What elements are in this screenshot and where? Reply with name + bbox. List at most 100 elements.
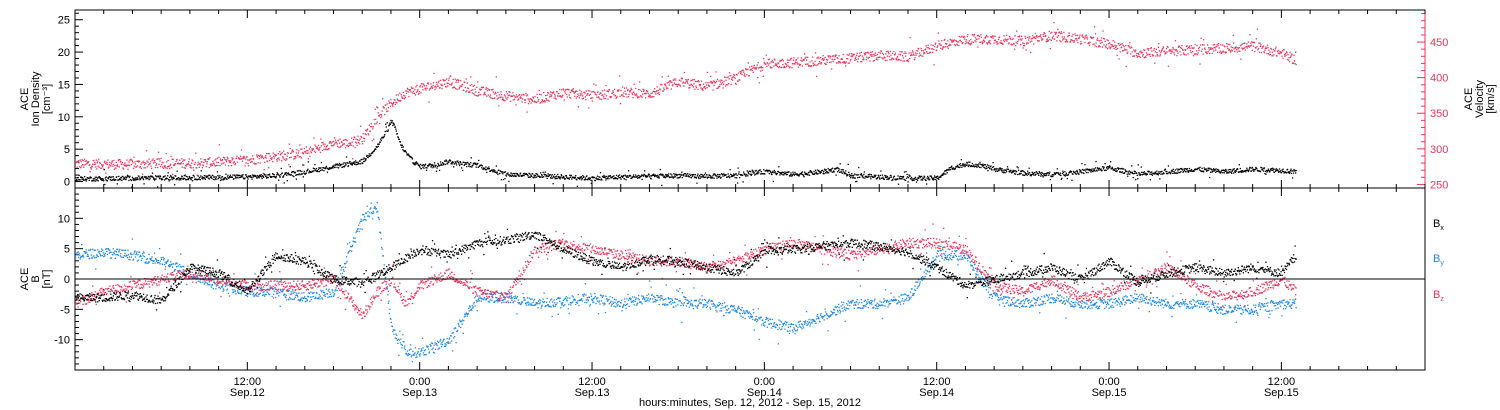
density-series-point — [757, 173, 759, 175]
velocity-tick-label: 400 — [1430, 73, 1448, 85]
velocity-series — [75, 22, 1297, 178]
velocity-series-point — [1266, 44, 1269, 46]
density-series-point — [959, 166, 961, 169]
density-series-point — [469, 166, 471, 168]
density-tick-label: 10 — [58, 112, 70, 124]
velocity-series-point — [119, 161, 121, 163]
density-series-point — [223, 178, 225, 181]
density-series-point — [884, 176, 887, 178]
velocity-series-point — [602, 96, 605, 98]
velocity-series-point — [1121, 46, 1123, 48]
density-series-point — [372, 152, 374, 154]
density-series-point — [1051, 175, 1053, 177]
density-series-point — [768, 173, 770, 175]
velocity-series-point — [479, 89, 481, 91]
density-series-point — [754, 170, 756, 172]
density-tick-label: 15 — [58, 79, 70, 91]
density-series-point — [755, 173, 757, 175]
density-series-point — [109, 179, 111, 181]
density-series-point — [643, 175, 645, 177]
velocity-series-point — [508, 94, 511, 96]
velocity-series-point — [1191, 51, 1194, 53]
density-series-point — [1087, 171, 1089, 174]
velocity-series-point — [255, 163, 257, 165]
velocity-series-point — [274, 153, 276, 155]
velocity-series-point — [495, 76, 497, 78]
density-series-point — [226, 178, 228, 180]
density-series-point — [963, 163, 965, 165]
by-series-point — [87, 253, 89, 256]
density-series-point — [1124, 169, 1126, 171]
density-series-point — [1008, 170, 1011, 172]
velocity-series-point — [466, 82, 468, 84]
density-series-point — [752, 170, 754, 172]
velocity-series-point — [770, 61, 772, 63]
by-series-point — [76, 253, 78, 255]
velocity-series-point — [1165, 52, 1167, 54]
density-series-point — [207, 177, 209, 179]
density-series-point — [1131, 171, 1133, 173]
velocity-series-point — [137, 160, 139, 162]
density-series-point — [488, 166, 490, 168]
density-series-point — [229, 174, 232, 176]
velocity-series-point — [158, 158, 161, 160]
velocity-series-point — [505, 91, 508, 93]
velocity-series-point — [838, 55, 840, 57]
density-series-point — [563, 175, 565, 178]
velocity-series-point — [1115, 46, 1117, 48]
velocity-series-point — [1045, 41, 1047, 43]
velocity-series-point — [1097, 39, 1099, 42]
velocity-series-point — [1241, 43, 1243, 45]
density-series-point — [984, 167, 986, 169]
velocity-series-point — [258, 158, 260, 160]
velocity-series-point — [757, 77, 759, 79]
density-series-point — [247, 178, 249, 180]
density-series-point — [854, 173, 856, 175]
velocity-series-point — [1280, 52, 1282, 54]
velocity-series-point — [437, 85, 439, 87]
density-series-point — [760, 171, 762, 173]
velocity-series-point — [1182, 52, 1185, 54]
by-series-point — [78, 256, 80, 259]
density-series-point — [97, 177, 99, 179]
density-series-point — [464, 163, 466, 166]
density-series-point — [414, 164, 416, 166]
velocity-series-point — [803, 59, 805, 61]
density-series-point — [949, 166, 951, 169]
velocity-series-point — [579, 89, 581, 91]
density-series-point — [436, 165, 439, 168]
velocity-series-point — [1155, 48, 1157, 50]
velocity-series-point — [864, 54, 866, 56]
velocity-series-point — [184, 167, 186, 169]
velocity-series-point — [1161, 49, 1163, 51]
density-series-point — [1224, 169, 1226, 172]
velocity-series-point — [1254, 50, 1256, 53]
density-series-point — [119, 179, 121, 181]
velocity-series-point — [504, 100, 506, 102]
density-series-point — [485, 169, 487, 171]
velocity-series-point — [965, 40, 967, 43]
density-series-point — [790, 172, 792, 174]
velocity-series-point — [1265, 46, 1267, 48]
velocity-series-point — [887, 50, 889, 52]
velocity-series-point — [702, 83, 705, 85]
density-series-point — [319, 167, 321, 169]
density-series-point — [689, 173, 691, 175]
velocity-series-point — [582, 95, 584, 97]
velocity-series-point — [395, 101, 397, 103]
density-series-point — [1039, 172, 1041, 174]
density-series-point — [1233, 168, 1235, 170]
velocity-series-point — [539, 93, 541, 96]
velocity-series-point — [792, 59, 795, 61]
density-series-point — [786, 171, 788, 173]
density-series-point — [399, 141, 401, 143]
density-series-point — [666, 174, 668, 176]
velocity-series-point — [491, 97, 493, 100]
density-series-point — [1022, 174, 1024, 176]
velocity-series-point — [330, 142, 332, 144]
density-series-point — [681, 171, 683, 173]
velocity-series-point — [425, 85, 428, 87]
velocity-series-point — [93, 159, 95, 162]
velocity-series-point — [469, 91, 471, 93]
velocity-series-point — [1216, 43, 1218, 46]
